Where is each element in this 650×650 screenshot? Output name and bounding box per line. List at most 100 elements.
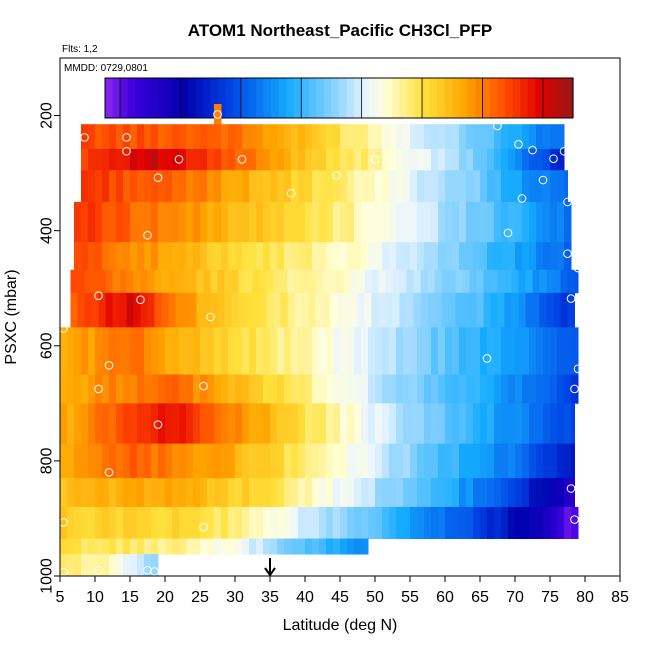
heatmap-cell [277, 374, 285, 404]
heatmap-cell [60, 403, 68, 445]
heatmap-cell [186, 242, 194, 271]
heatmap-cell [179, 538, 187, 555]
colorbar-segment [406, 78, 416, 118]
heatmap-cell [427, 292, 435, 328]
heatmap-cell [165, 242, 173, 271]
heatmap-cell [515, 327, 523, 375]
x-tick-label: 85 [611, 589, 629, 606]
heatmap-cell [392, 269, 400, 294]
heatmap-cell [186, 124, 194, 150]
heatmap-cell [368, 170, 376, 203]
heatmap-cell [340, 403, 348, 445]
heatmap-cell [417, 124, 425, 150]
heatmap-cell [154, 292, 162, 328]
heatmap-cell [144, 327, 152, 375]
heatmap-cell [221, 478, 229, 508]
heatmap-cell [200, 327, 208, 375]
heatmap-cell [319, 403, 327, 445]
heatmap-cell [294, 269, 302, 294]
heatmap-cell [60, 554, 68, 576]
data-point-marker [566, 484, 576, 493]
heatmap-cell [144, 506, 152, 539]
mmdd-label: MMDD: 0729,0801 [64, 63, 148, 74]
heatmap-cell [74, 242, 82, 271]
heatmap-cell [378, 269, 386, 294]
heatmap-cell [144, 374, 152, 404]
heatmap-cell [123, 201, 131, 243]
heatmap-cell [277, 506, 285, 539]
heatmap-cell [137, 327, 145, 375]
heatmap-cell [256, 148, 264, 171]
heatmap-cell [459, 170, 467, 203]
colorbar-segment [550, 78, 559, 118]
heatmap-cell [364, 292, 372, 328]
heatmap-cell [326, 538, 334, 555]
heatmap-cell [508, 403, 516, 445]
colorbar-segment [557, 78, 567, 118]
heatmap-cell [501, 443, 509, 479]
heatmap-cell [207, 124, 215, 150]
heatmap-cell [326, 201, 334, 243]
heatmap-cell [81, 403, 89, 445]
heatmap-cell [445, 327, 453, 375]
heatmap-cell [165, 443, 173, 479]
heatmap-cell [95, 478, 103, 508]
heatmap-cell [476, 292, 484, 328]
heatmap-cell [277, 443, 285, 479]
heatmap-cell [550, 374, 558, 404]
heatmap-cell [116, 403, 124, 445]
colorbar-frame [104, 77, 574, 119]
heatmap-cell [221, 443, 229, 479]
heatmap-cell [263, 242, 271, 271]
heatmap-cell [501, 327, 509, 375]
heatmap-cell [361, 170, 369, 203]
heatmap-cell [375, 170, 383, 203]
heatmap-cell [315, 269, 323, 294]
heatmap-cell [98, 292, 106, 328]
colorbar-segment [142, 78, 151, 118]
heatmap-cell [508, 327, 516, 375]
heatmap-cell [186, 443, 194, 479]
heatmap-cell [340, 148, 348, 171]
heatmap-cell [235, 538, 243, 555]
heatmap-cell [319, 124, 327, 150]
heatmap-cell [88, 443, 96, 479]
heatmap-cell [284, 538, 292, 555]
heatmap-cell [438, 148, 446, 171]
heatmap-cell [480, 403, 488, 445]
heatmap-cell [193, 170, 201, 203]
heatmap-cell [207, 374, 215, 404]
colorbar-segment [384, 78, 393, 118]
heatmap-cell [242, 443, 250, 479]
heatmap-cell [105, 269, 113, 294]
y-tick-label: 1000 [39, 558, 56, 594]
colorbar-segment [489, 78, 499, 118]
heatmap-cell [431, 443, 439, 479]
heatmap-cell [350, 292, 358, 328]
colorbar-segment [180, 78, 189, 118]
x-tick-label: 5 [56, 589, 65, 606]
heatmap-cell [214, 170, 222, 203]
heatmap-cell [305, 242, 313, 271]
heatmap-cell [256, 506, 264, 539]
heatmap-cell [221, 327, 229, 375]
heatmap-cell [326, 148, 334, 171]
heatmap-cell [235, 170, 243, 203]
heatmap-cell [284, 443, 292, 479]
heatmap-cell [77, 269, 85, 294]
heatmap-cell [263, 170, 271, 203]
heatmap-cell [424, 201, 432, 243]
heatmap-cell [459, 201, 467, 243]
heatmap-cell [123, 148, 131, 171]
heatmap-cell [431, 506, 439, 539]
heatmap-cell [196, 269, 204, 294]
heatmap-cell [343, 292, 351, 328]
heatmap-cell [200, 201, 208, 243]
heatmap-cell [322, 269, 330, 294]
heatmap-cell [137, 403, 145, 445]
heatmap-cell [161, 269, 169, 294]
data-point-marker [493, 121, 502, 131]
heatmap-cell [186, 170, 194, 203]
heatmap-cell [284, 170, 292, 203]
heatmap-cell [277, 242, 285, 271]
